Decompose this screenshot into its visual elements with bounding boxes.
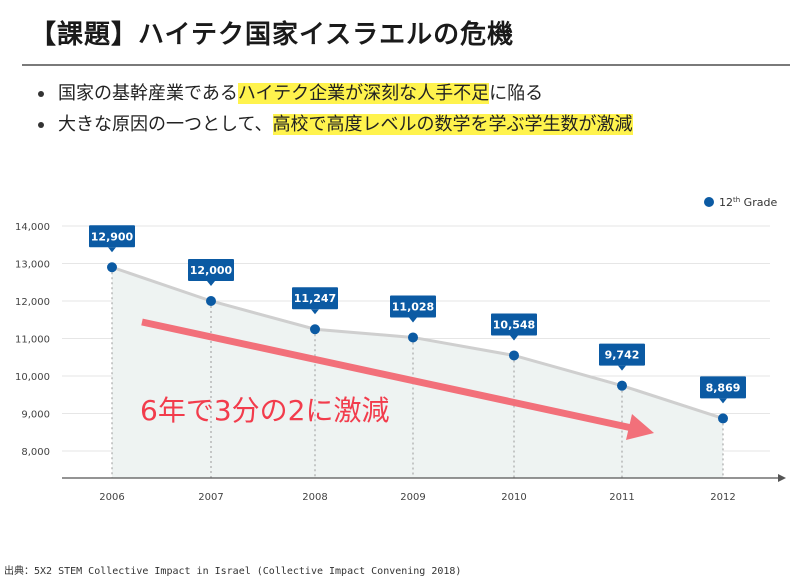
data-point: [509, 350, 519, 361]
data-label-box: [188, 259, 234, 281]
data-label-box: [491, 313, 537, 336]
data-label-text: 12,000: [190, 264, 233, 277]
bullet-text-part: 国家の基幹産業である: [58, 83, 238, 104]
trend-annotation: 6年で3分の2に激減: [140, 394, 389, 427]
data-label-pointer: [311, 309, 319, 315]
data-label: 11,028: [390, 295, 436, 323]
bullet-text-part: に陥る: [489, 83, 544, 104]
y-tick-label: 8,000: [21, 447, 50, 458]
data-point: [617, 380, 627, 391]
trend-arrow: [141, 318, 633, 432]
legend-label: 12th Grade: [719, 196, 777, 209]
data-label: 11,247: [292, 287, 338, 315]
legend-marker: [704, 197, 714, 207]
trend-arrowhead-icon: [626, 414, 654, 440]
title-divider: [22, 64, 790, 66]
x-tick-label: 2010: [501, 492, 526, 503]
bullet-list: 国家の基幹産業であるハイテク企業が深刻な人手不足に陥る 大きな原因の一つとして、…: [38, 80, 633, 142]
data-label: 8,869: [700, 376, 746, 404]
data-label: 12,900: [89, 225, 135, 253]
y-tick-label: 11,000: [15, 335, 50, 346]
data-label-pointer: [207, 281, 215, 286]
data-label-box: [599, 343, 645, 366]
data-label: 10,548: [491, 313, 537, 341]
bullet-text: 大きな原因の一つとして、高校で高度レベルの数学を学ぶ学生数が激減: [58, 111, 633, 139]
data-label-text: 9,742: [605, 349, 640, 362]
data-label-pointer: [108, 247, 116, 253]
bullet-dot-icon: [38, 91, 44, 97]
data-point: [718, 413, 728, 424]
data-point: [408, 332, 418, 343]
data-label: 12,000: [188, 259, 234, 286]
series-area: [112, 267, 723, 478]
data-label-pointer: [618, 365, 626, 371]
y-tick-label: 13,000: [15, 260, 50, 271]
data-label-pointer: [510, 335, 518, 341]
bullet-highlight: 高校で高度レベルの数学を学ぶ学生数が激減: [272, 114, 633, 135]
data-point: [206, 296, 216, 306]
x-tick-label: 2011: [609, 492, 634, 503]
y-tick-label: 14,000: [15, 222, 50, 233]
data-label-text: 10,548: [493, 318, 535, 331]
x-axis-arrow-icon: [778, 474, 786, 482]
data-label-box: [89, 225, 135, 248]
data-label-pointer: [409, 317, 417, 323]
data-label-text: 11,247: [294, 292, 336, 305]
bullet-item: 国家の基幹産業であるハイテク企業が深刻な人手不足に陥る: [38, 80, 633, 108]
data-label-box: [700, 376, 746, 399]
y-tick-label: 12,000: [15, 297, 50, 308]
source-note: 出典：5X2 STEM Collective Impact in Israel …: [4, 566, 462, 577]
data-label: 9,742: [599, 343, 645, 371]
y-tick-label: 9,000: [21, 410, 50, 421]
x-tick-label: 2006: [99, 492, 124, 503]
data-label-text: 8,869: [706, 381, 741, 394]
data-label-box: [292, 287, 338, 310]
bullet-dot-icon: [38, 122, 44, 128]
data-label-text: 11,028: [392, 300, 434, 313]
bullet-item: 大きな原因の一つとして、高校で高度レベルの数学を学ぶ学生数が激減: [38, 111, 633, 139]
data-point: [310, 324, 320, 335]
y-tick-label: 10,000: [15, 372, 50, 383]
x-tick-label: 2012: [710, 492, 735, 503]
data-label-text: 12,900: [91, 230, 134, 243]
x-tick-label: 2007: [198, 492, 223, 503]
bullet-text: 国家の基幹産業であるハイテク企業が深刻な人手不足に陥る: [58, 80, 543, 108]
x-tick-label: 2009: [400, 492, 425, 503]
x-tick-label: 2008: [302, 492, 327, 503]
slide-title: 【課題】ハイテク国家イスラエルの危機: [30, 20, 515, 50]
data-label-pointer: [719, 398, 727, 404]
bullet-highlight: ハイテク企業が深刻な人手不足: [237, 83, 490, 104]
data-point: [107, 262, 117, 273]
bullet-text-part: 大きな原因の一つとして、: [58, 114, 273, 135]
data-label-box: [390, 295, 436, 318]
